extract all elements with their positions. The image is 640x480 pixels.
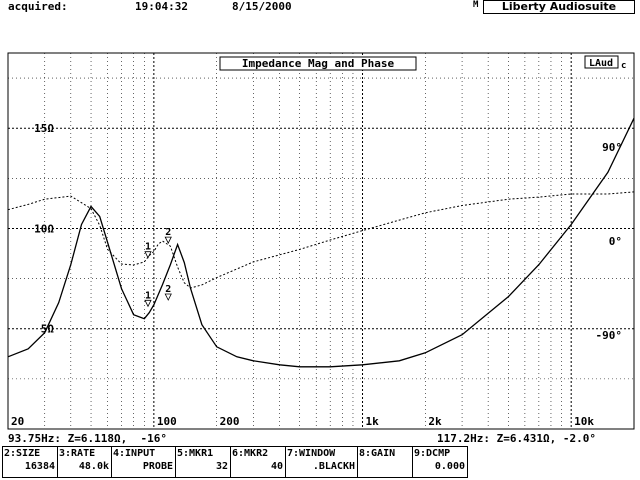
- laud-logo-text: LAud: [589, 58, 613, 69]
- marker-caret: [164, 293, 172, 301]
- fkey-size-value: 16384: [24, 461, 55, 472]
- marker-readout-bar: 93.75Hz: Z=6.118Ω, -16° 117.2Hz: Z=6.431…: [0, 432, 640, 446]
- marker-label: 2: [165, 284, 171, 295]
- fkey-rate-label: 3:RATE: [59, 448, 96, 459]
- marker-caret: [144, 299, 152, 308]
- app-name-badge: Liberty Audiosuite: [483, 0, 635, 14]
- fkey-mkr1-value: 32: [215, 461, 228, 472]
- y-left-tick-label: 10Ω: [34, 222, 54, 235]
- x-tick-label: 10k: [574, 415, 594, 428]
- title-bar: acquired: 19:04:32 8/15/2000 M Liberty A…: [0, 0, 640, 14]
- series-layer: [7, 117, 635, 368]
- acquired-time: 19:04:32: [135, 0, 188, 13]
- marker1-readout: 93.75Hz: Z=6.118Ω, -16°: [8, 432, 167, 445]
- marker-label: 2: [165, 227, 171, 238]
- x-tick-label: 200: [220, 415, 240, 428]
- fkey-rate-value: 48.0k: [78, 461, 109, 472]
- fkey-mkr1[interactable]: 5:MKR1 32: [175, 446, 231, 478]
- y-right-tick-label: -90°: [596, 329, 623, 342]
- tick-label-layer: 20 100 200 1k 2k 10k 15Ω 10Ω 5Ω 90° 0° -90°: [11, 122, 622, 428]
- y-left-tick-label: 15Ω: [34, 122, 54, 135]
- fkey-rate[interactable]: 3:RATE 48.0k: [57, 446, 112, 478]
- fkey-window[interactable]: 7:WINDOW .BLACKH: [285, 446, 358, 478]
- laud-logo-suffix: c: [621, 61, 626, 71]
- fkey-dcmp[interactable]: 9:DCMP 0.000: [412, 446, 468, 478]
- fkey-input-label: 4:INPUT: [113, 448, 156, 459]
- x-tick-label: 20: [11, 415, 24, 428]
- chart-title-box: Impedance Mag and Phase: [219, 56, 417, 71]
- marker-caret: [144, 251, 152, 259]
- fkey-dcmp-label: 9:DCMP: [414, 448, 451, 459]
- acquired-label: acquired:: [8, 0, 68, 13]
- marker-layer: 1 1 2 2: [144, 227, 172, 308]
- fkey-mkr2[interactable]: 6:MKR2 40: [230, 446, 286, 478]
- x-tick-label: 100: [157, 415, 177, 428]
- chart-title: Impedance Mag and Phase: [242, 57, 395, 70]
- x-tick-label: 2k: [428, 415, 442, 428]
- fkey-size-label: 2:SIZE: [4, 448, 41, 459]
- fkey-size[interactable]: 2:SIZE 16384: [2, 446, 58, 478]
- y-right-tick-label: 90°: [602, 141, 622, 154]
- fkey-mkr2-value: 40: [270, 461, 283, 472]
- impedance-chart: 1 1 2 2 20 100 200 1k 2k 10k 15Ω 10Ω 5Ω 90° 0° -90° Im…: [7, 52, 635, 430]
- marker-caret: [164, 236, 172, 244]
- laud-logo: LAud c: [584, 55, 626, 71]
- fkey-mkr2-label: 6:MKR2: [232, 448, 269, 459]
- fkey-mkr1-label: 5:MKR1: [177, 448, 214, 459]
- plot-frame: [7, 52, 635, 430]
- impedance-magnitude-line: [7, 117, 635, 368]
- fkey-input-value: PROBE: [142, 461, 173, 472]
- marker-label: 1: [145, 290, 151, 301]
- y-left-tick-label: 5Ω: [41, 323, 55, 336]
- fkey-window-value: .BLACKH: [312, 461, 355, 472]
- acquired-date: 8/15/2000: [232, 0, 292, 13]
- x-tick-label: 1k: [366, 415, 380, 428]
- fkey-gain-label: 8:GAIN: [359, 448, 396, 459]
- fkey-gain[interactable]: 8:GAIN: [357, 446, 413, 478]
- grid: [8, 53, 634, 429]
- y-right-tick-label: 0°: [609, 235, 622, 248]
- fkey-input[interactable]: 4:INPUT PROBE: [111, 446, 176, 478]
- fkey-window-label: 7:WINDOW: [287, 448, 336, 459]
- fkey-dcmp-value: 0.000: [434, 461, 465, 472]
- marker2-readout: 117.2Hz: Z=6.431Ω, -2.0°: [437, 432, 596, 445]
- marker-label: 1: [145, 242, 151, 253]
- menu-marker[interactable]: M: [473, 0, 479, 10]
